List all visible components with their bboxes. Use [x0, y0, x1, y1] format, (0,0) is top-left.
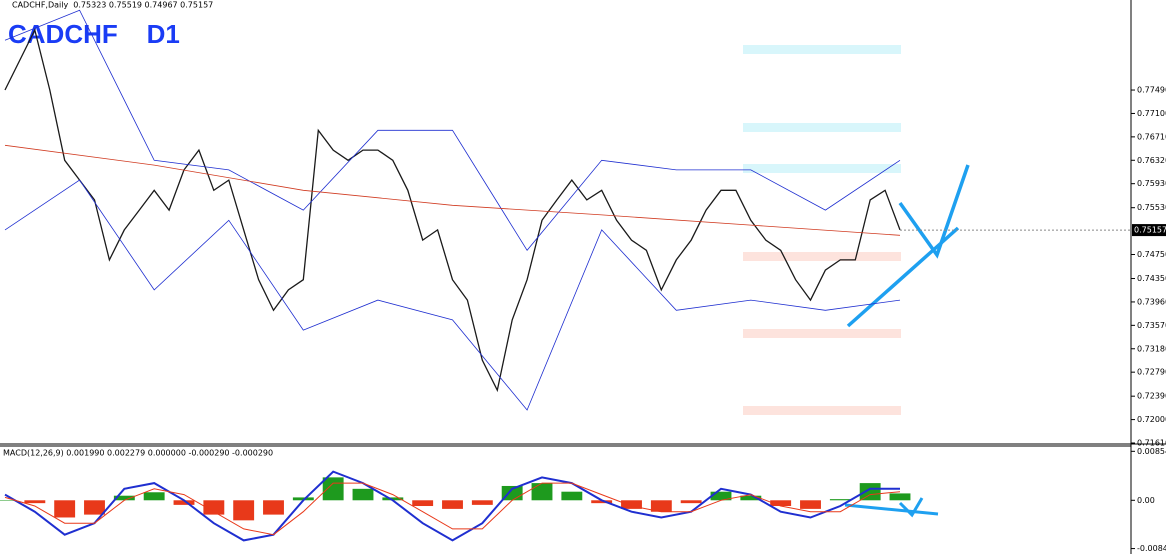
arrow — [898, 164, 970, 259]
y-tick-label: 0.008546 — [1137, 447, 1166, 456]
histogram-bar — [889, 493, 911, 501]
histogram-bar — [382, 497, 404, 501]
arrow — [846, 226, 960, 328]
y-tick-label: -0.008428 — [1137, 544, 1166, 553]
histogram-bar — [143, 492, 165, 501]
histogram-bar — [54, 500, 76, 518]
histogram-bar — [471, 500, 493, 505]
histogram-bar — [292, 497, 314, 501]
histogram-bar — [859, 483, 881, 501]
indicator-header: MACD(12,26,9) 0.001990 0.002279 0.000000… — [3, 449, 273, 458]
chart-title: CADCHF D1 — [8, 19, 180, 49]
price-line — [4, 179, 901, 411]
histogram-bar — [740, 495, 762, 501]
histogram-bar — [650, 500, 672, 512]
histogram-bar — [0, 500, 16, 501]
histogram-bar — [322, 477, 344, 501]
histogram-bar — [531, 483, 553, 501]
zone — [743, 123, 901, 132]
macd-line — [4, 482, 901, 536]
histogram-bar — [84, 500, 105, 515]
chart-header: CADCHF,Daily 0.75323 0.75519 0.74967 0.7… — [12, 1, 213, 10]
histogram-bar — [770, 500, 792, 507]
last-price-box — [1132, 224, 1166, 237]
histogram-bar — [203, 500, 225, 515]
histogram-bar — [501, 485, 523, 501]
histogram-bar — [591, 500, 613, 504]
price-line — [4, 144, 901, 236]
arrow — [844, 503, 939, 516]
histogram-bar — [561, 491, 583, 501]
zone — [743, 329, 901, 338]
zone — [743, 252, 901, 261]
zone — [743, 164, 901, 173]
histogram-bar — [412, 500, 434, 507]
arrow — [898, 497, 924, 518]
price-line — [4, 9, 901, 251]
histogram-bar — [233, 500, 255, 521]
histogram-bar — [680, 500, 702, 504]
y-tick-label: 0.00 — [1137, 496, 1155, 505]
histogram-bar — [442, 500, 463, 509]
histogram-bar — [621, 500, 642, 509]
histogram-bar — [800, 500, 821, 509]
histogram-bar — [24, 500, 46, 504]
histogram-bar — [352, 488, 374, 501]
histogram-bar — [113, 495, 135, 501]
histogram-bar — [173, 500, 195, 505]
histogram-bar — [710, 491, 732, 501]
last-price-label: 0.75157 — [1134, 226, 1166, 235]
zone — [743, 45, 901, 54]
histogram-bar — [829, 499, 851, 501]
zone — [743, 406, 901, 415]
histogram-bar — [263, 500, 284, 515]
price-line — [4, 28, 901, 393]
